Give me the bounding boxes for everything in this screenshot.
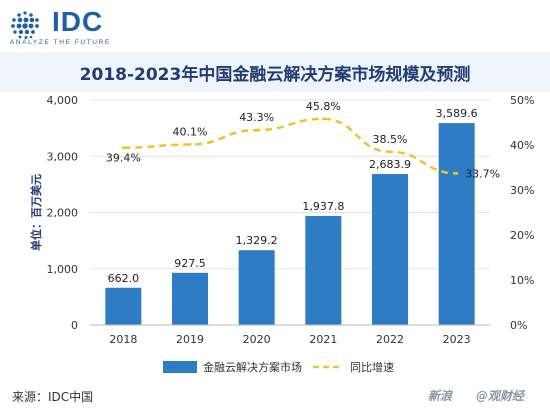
bar: [438, 123, 475, 326]
bar-value-label: 662.0: [108, 272, 140, 285]
axes: 0 1,000 2,000 3,000 4,000 0% 10% 20% 30% 40% 50% 单位…: [29, 94, 534, 346]
logo-tagline: ANALYZE THE FUTURE: [10, 39, 111, 46]
y2-tick-label: 30%: [510, 184, 534, 197]
growth-line-path: [123, 117, 457, 175]
line-value-label: 43.3%: [239, 111, 274, 124]
bar: [372, 174, 408, 325]
line-value-label: 45.8%: [306, 100, 341, 113]
bar: [238, 250, 275, 325]
y-axis-title: 单位：百万美元: [29, 174, 43, 251]
legend: 金融云解决方案市场 同比增速: [163, 360, 394, 374]
bar: [172, 272, 208, 325]
line-point: [121, 146, 125, 150]
y2-tick-label: 0%: [510, 319, 527, 332]
line-value-label: 39.4%: [106, 152, 141, 165]
y2-tick-label: 10%: [510, 274, 534, 287]
x-tick-label: 2018: [109, 333, 137, 346]
y-tick-label: 4,000: [47, 94, 79, 107]
data-labels: 662.0 927.5 1,329.2 1,937.8 2,683.9 3,589.6 39…: [106, 100, 500, 285]
watermark-text-2: @观财经: [476, 389, 525, 403]
line-point: [455, 171, 459, 175]
logo-text: IDC: [52, 6, 104, 37]
y-tick-label: 1,000: [47, 263, 79, 276]
line-point: [388, 150, 392, 154]
x-tick-label: 2019: [176, 333, 204, 346]
y-tick-label: 2,000: [47, 207, 79, 220]
y-tick-label: 0: [71, 319, 78, 332]
legend-label-bar: 金融云解决方案市场: [203, 360, 302, 374]
line-point: [188, 143, 192, 147]
bar-value-label: 3,589.6: [436, 107, 478, 120]
bar: [305, 215, 342, 325]
chart-title: 2018-2023年中国金融云解决方案市场规模及预测: [79, 65, 471, 85]
bar-value-label: 927.5: [174, 257, 206, 270]
title-band: [0, 52, 550, 92]
legend-swatch-bar: [163, 361, 197, 373]
y2-tick-label: 40%: [510, 139, 534, 152]
x-tick-label: 2022: [376, 333, 404, 346]
line-point: [321, 117, 325, 121]
bar-value-label: 1,937.8: [302, 200, 344, 213]
grid-lines: [90, 99, 490, 270]
line-point: [255, 128, 259, 132]
line-value-label: 40.1%: [173, 126, 208, 139]
x-tick-label: 2021: [309, 333, 337, 346]
bars: [105, 123, 475, 326]
y2-tick-label: 50%: [510, 94, 534, 107]
watermark-text: 新浪: [428, 389, 453, 403]
y-tick-label: 3,000: [47, 150, 79, 163]
source-note: 来源：IDC中国: [12, 390, 94, 404]
line-value-label: 33.7%: [465, 167, 500, 180]
bar-value-label: 1,329.2: [236, 234, 278, 247]
y2-tick-label: 20%: [510, 229, 534, 242]
x-tick-label: 2023: [443, 333, 471, 346]
growth-line: [121, 117, 459, 175]
legend-label-line: 同比增速: [350, 360, 394, 374]
bar-value-label: 2,683.9: [369, 158, 411, 171]
x-tick-label: 2020: [243, 333, 271, 346]
bar: [105, 287, 142, 325]
idc-logo: IDC ANALYZE THE FUTURE: [8, 6, 138, 46]
globe-icon: [11, 11, 39, 39]
line-value-label: 38.5%: [373, 133, 408, 146]
